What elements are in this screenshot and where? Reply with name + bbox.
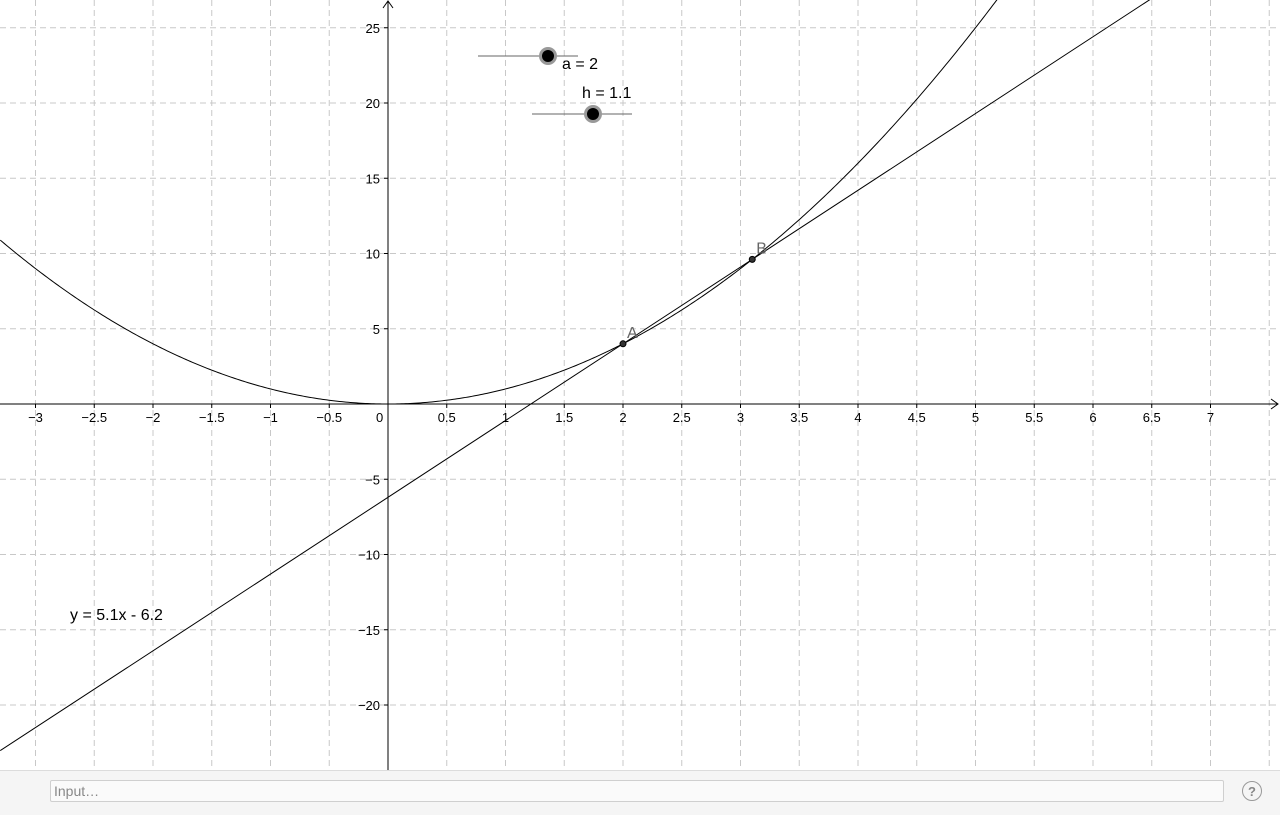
y-tick-label: −20 [358,698,380,713]
y-tick-label: 25 [366,21,380,36]
slider-a-label: a = 2 [562,56,598,73]
help-icon: ? [1248,783,1256,799]
slider-a-knob-core[interactable] [542,50,554,62]
x-axis-arrow [1270,398,1279,410]
y-tick-label: 10 [366,247,380,262]
point-b-label: B [756,240,767,257]
x-tick-label: −0.5 [316,410,342,425]
x-tick-label: −1 [263,410,278,425]
secant-line[interactable] [0,0,1280,752]
x-tick-label: −2 [146,410,161,425]
points[interactable]: AB [619,240,767,348]
x-tick-label: 1 [502,410,509,425]
y-tick-label: 20 [366,96,380,111]
slider-h-label: h = 1.1 [582,85,631,102]
x-tick-label: 0.5 [438,410,456,425]
x-tick-label: 3 [737,410,744,425]
y-tick-label: 5 [373,322,380,337]
parabola-curve[interactable] [0,0,1280,405]
x-tick-label: 1.5 [555,410,573,425]
x-tick-label: 7 [1207,410,1214,425]
slider-h[interactable]: h = 1.1 [532,85,632,123]
y-tick-label: 15 [366,171,380,186]
x-tick-label: −1.5 [199,410,225,425]
point-a[interactable] [619,340,627,348]
y-tick-label: −5 [365,472,380,487]
x-tick-label: 5 [972,410,979,425]
y-tick-label: −10 [358,548,380,563]
x-tick-labels: −3 −2.5 −2 −1.5 −1 −0.5 0 0.5 1 1.5 2 2.5 3 3.5 4 4.5 5 5… [28,404,1214,425]
grid [0,0,1280,770]
y-tick-labels: −20 −15 −10 −5 5 10 15 20 25 [358,21,388,713]
y-axis-arrow [382,0,394,9]
x-tick-label: 4 [854,410,861,425]
coordinate-plane[interactable]: −3 −2.5 −2 −1.5 −1 −0.5 0 0.5 1 1.5 2 2.5 3 3.5 4 4.5 5 5… [0,0,1280,770]
point-a-label: A [627,325,638,342]
line-equation-label[interactable]: y = 5.1x - 6.2 [70,607,163,624]
slider-h-knob-core[interactable] [587,108,599,120]
x-tick-label: 2 [619,410,626,425]
axes [0,0,1279,770]
help-button[interactable]: ? [1242,781,1262,801]
x-tick-label: 2.5 [673,410,691,425]
x-tick-label: 4.5 [908,410,926,425]
x-tick-label: 6.5 [1143,410,1161,425]
point-b[interactable] [748,255,756,263]
x-tick-label: 6 [1089,410,1096,425]
x-tick-label: −3 [28,410,43,425]
slider-a[interactable]: a = 2 [478,47,598,73]
x-tick-label: 5.5 [1025,410,1043,425]
algebra-input-field[interactable] [50,780,1224,802]
y-tick-label: −15 [358,623,380,638]
x-tick-label: −2.5 [81,410,107,425]
x-tick-label: 0 [376,410,383,425]
input-bar: ? [0,770,1280,815]
x-tick-label: 3.5 [790,410,808,425]
graphics-view[interactable]: −3 −2.5 −2 −1.5 −1 −0.5 0 0.5 1 1.5 2 2.5 3 3.5 4 4.5 5 5… [0,0,1280,770]
